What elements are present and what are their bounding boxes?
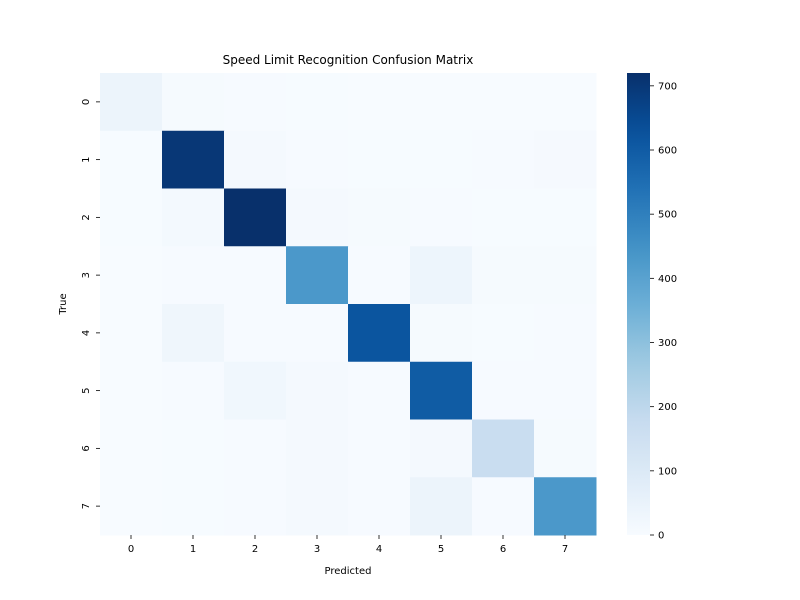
heatmap-cell-2-0	[100, 188, 163, 247]
x-tick-label: 7	[562, 544, 568, 555]
heatmap-cell-4-4	[348, 304, 411, 363]
heatmap-cell-1-3	[286, 130, 349, 189]
y-tick-label: 1	[81, 156, 92, 162]
heatmap-cell-4-7	[534, 304, 597, 363]
heatmap-cell-2-4	[348, 188, 411, 247]
x-tick-label: 4	[376, 544, 382, 555]
heatmap-cell-5-3	[286, 361, 349, 420]
heatmap-cell-3-7	[534, 246, 597, 305]
heatmap-cell-3-5	[410, 246, 473, 305]
y-tick-label: 4	[81, 330, 92, 336]
heatmap-cell-6-5	[410, 419, 473, 478]
heatmap-cells	[100, 73, 597, 536]
heatmap-cell-3-0	[100, 246, 163, 305]
heatmap-cell-3-4	[348, 246, 411, 305]
heatmap-cell-2-2	[224, 188, 287, 247]
heatmap-cell-6-0	[100, 419, 163, 478]
heatmap-cell-0-5	[410, 73, 473, 132]
heatmap-cell-2-6	[472, 188, 535, 247]
heatmap-cell-1-1	[162, 130, 225, 189]
heatmap-cell-7-3	[286, 477, 349, 536]
x-axis-title: Predicted	[325, 566, 372, 577]
heatmap-cell-6-2	[224, 419, 287, 478]
colorbar	[627, 73, 650, 535]
colorbar-tick-label: 300	[658, 338, 677, 349]
heatmap-cell-4-3	[286, 304, 349, 363]
heatmap-cell-0-3	[286, 73, 349, 132]
y-axis-title: True	[58, 293, 69, 315]
x-axis: 0 1 2 3 4 5 6 7	[128, 535, 568, 555]
heatmap-cell-0-2	[224, 73, 287, 132]
heatmap-cell-0-7	[534, 73, 597, 132]
heatmap-cell-6-7	[534, 419, 597, 478]
x-tick-label: 2	[252, 544, 258, 555]
heatmap-cell-5-5	[410, 361, 473, 420]
heatmap-cell-1-6	[472, 130, 535, 189]
heatmap-cell-2-1	[162, 188, 225, 247]
heatmap-cell-7-7	[534, 477, 597, 536]
colorbar-tick-label: 200	[658, 402, 677, 413]
heatmap-cell-4-2	[224, 304, 287, 363]
heatmap-cell-5-1	[162, 361, 225, 420]
heatmap-cell-7-6	[472, 477, 535, 536]
heatmap-cell-3-1	[162, 246, 225, 305]
heatmap-cell-2-7	[534, 188, 597, 247]
heatmap-cell-1-4	[348, 130, 411, 189]
heatmap-cell-1-0	[100, 130, 163, 189]
heatmap-cell-6-3	[286, 419, 349, 478]
heatmap-cell-5-2	[224, 361, 287, 420]
heatmap-cell-7-5	[410, 477, 473, 536]
heatmap-cell-1-5	[410, 130, 473, 189]
x-tick-label: 1	[190, 544, 196, 555]
heatmap-cell-4-6	[472, 304, 535, 363]
y-tick-label: 0	[81, 99, 92, 105]
heatmap-cell-1-2	[224, 130, 287, 189]
heatmap-cell-3-2	[224, 246, 287, 305]
heatmap-cell-2-3	[286, 188, 349, 247]
heatmap-cell-4-5	[410, 304, 473, 363]
heatmap-cell-1-7	[534, 130, 597, 189]
colorbar-tick-label: 700	[658, 81, 677, 92]
heatmap-cell-5-7	[534, 361, 597, 420]
heatmap-cell-3-3	[286, 246, 349, 305]
y-tick-label: 3	[81, 272, 92, 278]
heatmap-cell-7-4	[348, 477, 411, 536]
heatmap-cell-6-1	[162, 419, 225, 478]
heatmap-cell-7-2	[224, 477, 287, 536]
colorbar-tick-label: 100	[658, 466, 677, 477]
colorbar-tick-label: 400	[658, 274, 677, 285]
y-tick-label: 2	[81, 214, 92, 220]
heatmap-cell-7-1	[162, 477, 225, 536]
heatmap-cell-4-1	[162, 304, 225, 363]
heatmap-cell-0-1	[162, 73, 225, 132]
x-tick-label: 6	[500, 544, 506, 555]
heatmap-cell-0-6	[472, 73, 535, 132]
colorbar-tick-label: 500	[658, 210, 677, 221]
y-tick-label: 6	[81, 445, 92, 451]
heatmap-cell-5-4	[348, 361, 411, 420]
heatmap-cell-4-0	[100, 304, 163, 363]
heatmap-cell-3-6	[472, 246, 535, 305]
heatmap-cell-0-0	[100, 73, 163, 132]
x-tick-label: 5	[438, 544, 444, 555]
chart-title: Speed Limit Recognition Confusion Matrix	[223, 53, 474, 67]
y-axis: 0 1 2 3 4 5 6 7	[81, 99, 100, 509]
heatmap-cell-5-6	[472, 361, 535, 420]
heatmap-cell-6-4	[348, 419, 411, 478]
heatmap-cell-5-0	[100, 361, 163, 420]
x-tick-label: 3	[314, 544, 320, 555]
heatmap-cell-2-5	[410, 188, 473, 247]
y-tick-label: 5	[81, 387, 92, 393]
x-tick-label: 0	[128, 544, 134, 555]
heatmap-cell-0-4	[348, 73, 411, 132]
colorbar-axis: 0 100 200 300 400 500 600 700	[650, 81, 677, 542]
y-tick-label: 7	[81, 503, 92, 509]
heatmap-cell-6-6	[472, 419, 535, 478]
colorbar-tick-label: 0	[658, 531, 664, 542]
colorbar-tick-label: 600	[658, 146, 677, 157]
heatmap-cell-7-0	[100, 477, 163, 536]
